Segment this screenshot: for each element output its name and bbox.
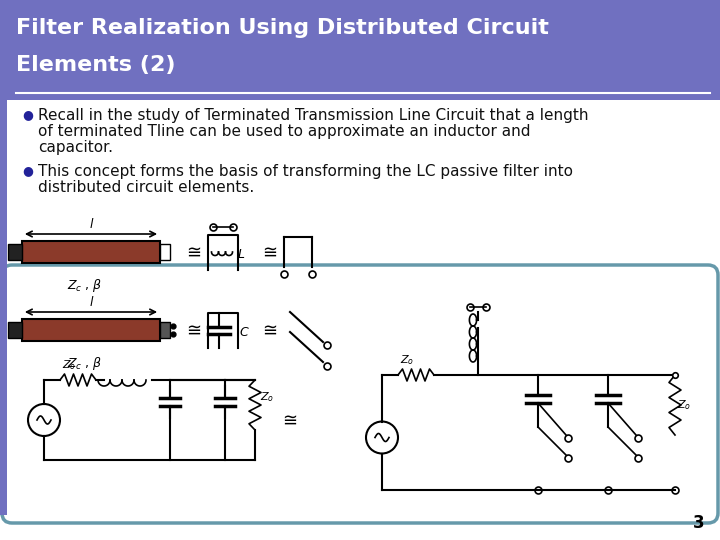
FancyBboxPatch shape xyxy=(2,265,718,523)
Text: $Z_o$: $Z_o$ xyxy=(260,390,274,404)
Text: 3: 3 xyxy=(693,514,705,532)
Text: Filter Realization Using Distributed Circuit: Filter Realization Using Distributed Cir… xyxy=(16,18,549,38)
Text: $\cong$: $\cong$ xyxy=(183,321,202,339)
Text: $Z_o$: $Z_o$ xyxy=(400,353,414,367)
Bar xyxy=(0,100,7,515)
Text: ●: ● xyxy=(22,164,33,177)
Text: $\cong$: $\cong$ xyxy=(183,243,202,261)
Text: l: l xyxy=(89,218,93,231)
Bar xyxy=(8,244,22,260)
Text: of terminated Tline can be used to approximate an inductor and: of terminated Tline can be used to appro… xyxy=(38,124,531,139)
Text: l: l xyxy=(89,296,93,309)
Text: C: C xyxy=(239,326,248,339)
Text: $\cong$: $\cong$ xyxy=(258,321,277,339)
Text: This concept forms the basis of transforming the LC passive filter into: This concept forms the basis of transfor… xyxy=(38,164,573,179)
Text: Elements (2): Elements (2) xyxy=(16,55,176,75)
Bar xyxy=(8,322,22,338)
Text: $Z_c$ , $\beta$: $Z_c$ , $\beta$ xyxy=(67,355,102,372)
Text: $\cong$: $\cong$ xyxy=(279,411,297,429)
Text: $\cong$: $\cong$ xyxy=(258,243,277,261)
Bar xyxy=(0,0,720,100)
Text: $Z_c$ , $\beta$: $Z_c$ , $\beta$ xyxy=(67,277,102,294)
Bar xyxy=(22,241,160,263)
Text: Recall in the study of Terminated Transmission Line Circuit that a length: Recall in the study of Terminated Transm… xyxy=(38,108,588,123)
Text: ●: ● xyxy=(22,108,33,121)
Text: L: L xyxy=(238,247,245,260)
Bar xyxy=(160,322,170,338)
Text: $Z_o$: $Z_o$ xyxy=(677,398,691,412)
Text: capacitor.: capacitor. xyxy=(38,140,113,155)
Bar xyxy=(160,244,170,260)
Text: distributed circuit elements.: distributed circuit elements. xyxy=(38,180,254,195)
Text: $Z_o$: $Z_o$ xyxy=(62,358,76,372)
Bar xyxy=(22,319,160,341)
